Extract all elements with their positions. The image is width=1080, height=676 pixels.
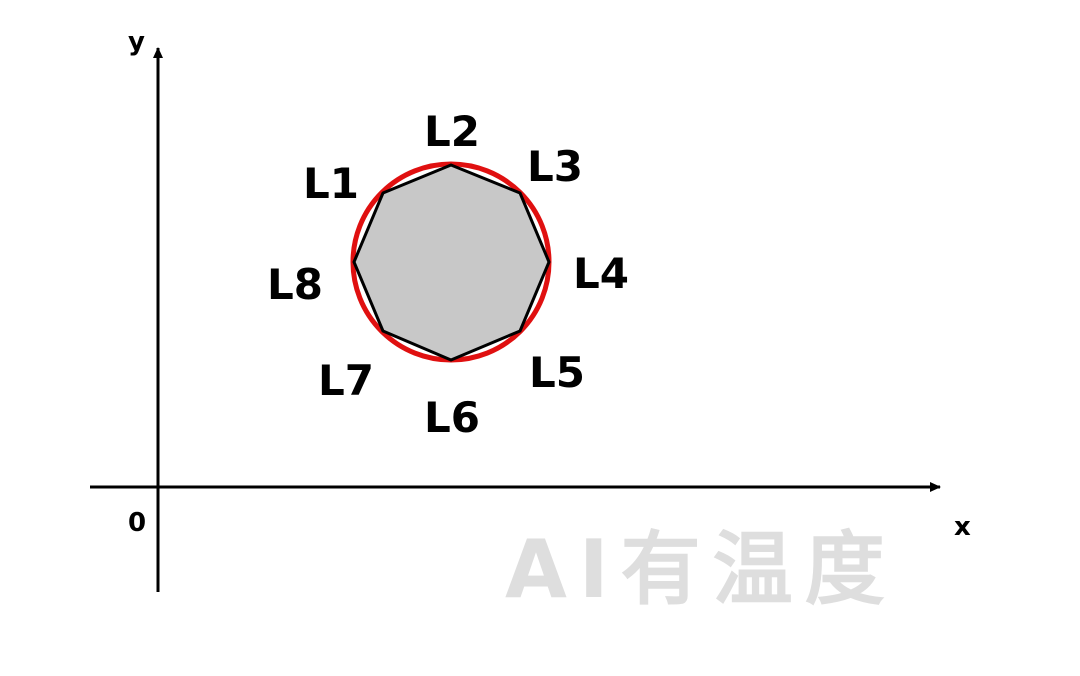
- y-axis-label: y: [128, 27, 145, 57]
- segment-label-l4: L4: [573, 249, 629, 298]
- segment-label-l6: L6: [424, 393, 480, 442]
- segment-label-l1: L1: [303, 159, 359, 208]
- x-axis-label: x: [954, 512, 971, 542]
- watermark-text: AI有温度: [505, 523, 897, 616]
- segment-label-l2: L2: [424, 107, 480, 156]
- inscribed-octagon: [352, 163, 551, 362]
- segment-label-l7: L7: [318, 356, 374, 405]
- origin-label: 0: [128, 508, 146, 538]
- segment-label-l8: L8: [267, 260, 323, 309]
- segment-label-l3: L3: [527, 142, 583, 191]
- segment-label-l5: L5: [529, 348, 585, 397]
